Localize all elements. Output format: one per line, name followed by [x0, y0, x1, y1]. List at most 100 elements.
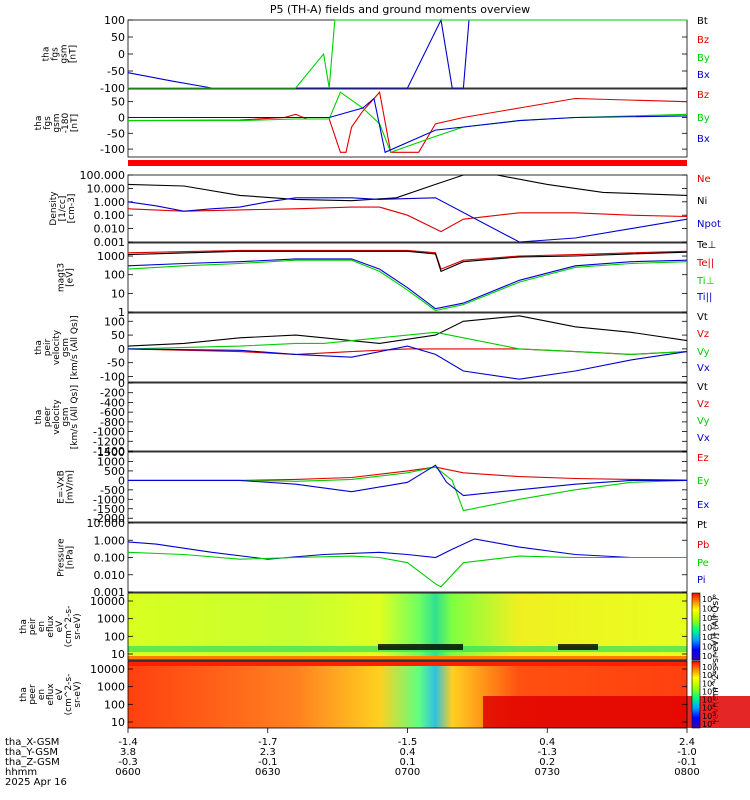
panel-frame: [127, 174, 688, 243]
x-tick-label-time: 0630: [255, 767, 280, 778]
x-tick-label-y: 2.3: [260, 747, 276, 758]
y-axis-label: (cm^2-s-: [64, 674, 74, 716]
colorbar-tick-label: 105: [702, 695, 716, 705]
legend-entry: Pe: [697, 558, 709, 569]
colorbar-tick-label: 106: [702, 613, 716, 623]
y-axis-label: sr-eV): [73, 613, 83, 639]
legend-entry: Bx: [697, 70, 710, 81]
panel-frame: [127, 592, 688, 661]
x-tick-label-z: -0.3: [118, 757, 138, 768]
y-tick-label: 0: [118, 111, 125, 124]
series-Te⊥-line: [127, 249, 688, 270]
y-axis-label: [km/s (All Qs)]: [70, 385, 80, 449]
legend-entry: Vt: [697, 382, 708, 393]
y-tick-label: -100: [100, 143, 125, 156]
panel-frame: [127, 242, 688, 313]
y-tick-label: 10000: [90, 595, 125, 608]
y-tick-label: -100: [100, 82, 125, 95]
spectrogram-band: [378, 644, 463, 650]
x-tick-label-y: -1.3: [537, 747, 557, 758]
series-Bx-line: [127, 18, 687, 89]
x-axis-row-label: tha_Y-GSM: [5, 747, 58, 758]
series-Vx-line: [127, 345, 688, 380]
series-Bx-line: [128, 97, 688, 154]
y-tick-label: -1200: [93, 435, 125, 448]
y-tick-label: 50: [111, 96, 125, 109]
colorbar-tick-label: 105: [702, 623, 716, 633]
legend-entry: By: [697, 113, 710, 124]
y-axis-label: sr-eV): [73, 681, 83, 707]
colorbar-tick-label: 108: [702, 594, 716, 604]
spectrogram-band: [128, 656, 687, 660]
y-tick-label: -500: [100, 484, 125, 497]
y-axis-label: [mV/m]: [66, 470, 76, 504]
legend-entry: Bt: [697, 16, 708, 27]
y-tick-label: -50: [107, 357, 125, 370]
colorbar-tick-label: 104: [702, 703, 716, 713]
y-tick-label: 1500: [97, 446, 125, 459]
legend-entry: Ti||: [696, 292, 712, 303]
y-tick-label: -800: [100, 416, 125, 429]
y-tick-label: -50: [107, 127, 125, 140]
colorbar: [691, 660, 701, 729]
y-axis-label: tha: [42, 47, 52, 62]
y-tick-label: 50: [111, 31, 125, 44]
y-tick-label: 1.000: [94, 196, 126, 209]
y-axis-label: peer: [28, 684, 38, 705]
legend-entry: Vt: [697, 312, 708, 323]
legend-entry: Vx: [697, 363, 710, 374]
y-axis-label: [nT]: [70, 114, 80, 132]
y-axis-label: Pressure: [57, 538, 67, 577]
x-tick-label-z: 0.1: [400, 757, 416, 768]
panel-frame: [127, 312, 688, 383]
y-tick-label: 100: [104, 315, 125, 328]
panel-frame: [127, 382, 688, 452]
y-axis-label: tha: [34, 116, 44, 131]
series-Vt-line: [127, 315, 688, 347]
y-axis-label: [km/s (All Qs)]: [70, 315, 80, 379]
y-axis-label: fgs: [43, 116, 53, 130]
x-axis-annotation: -1.43.8-0.30600-1.72.3-0.10630-1.50.40.1…: [5, 728, 700, 788]
y-axis-label: [nT]: [69, 45, 79, 63]
x-tick-label-time: 0800: [674, 767, 699, 778]
y-tick-label: 1000: [97, 681, 125, 694]
legend-entry: Vz: [697, 329, 709, 340]
spectrogram-band: [558, 644, 598, 650]
y-axis-label: eflux: [46, 683, 56, 706]
x-tick-label-z: -0.1: [677, 757, 697, 768]
x-axis-row-label: tha_Z-GSM: [5, 757, 60, 768]
y-axis-label: gsm: [61, 338, 71, 357]
legend-entry: Vy: [697, 347, 710, 358]
y-axis-label: gsm: [60, 44, 70, 63]
y-axis-label: gsm: [61, 407, 71, 426]
series-Te||-line: [127, 250, 688, 273]
y-axis-label: [nPa]: [66, 546, 76, 569]
legend-entry: Ex: [697, 500, 709, 511]
legend-entry: Bz: [697, 90, 709, 101]
y-tick-label: -400: [100, 396, 125, 409]
colorbar-tick-label: 108: [702, 670, 716, 680]
legend-entry: Ez: [697, 453, 709, 464]
y-tick-label: 100.000: [80, 169, 126, 182]
y-tick-label: 500: [104, 465, 125, 478]
x-tick-label-x: -1.4: [118, 737, 138, 748]
panel-frame: [127, 19, 688, 89]
legend-entry: Vx: [697, 433, 710, 444]
y-axis-label: (cm^2-s-: [64, 606, 74, 648]
legend-entry: Ti⊥: [696, 276, 714, 287]
x-tick-label-x: 2.4: [679, 737, 695, 748]
legend-entry: Pt: [697, 520, 707, 531]
x-axis-row-label: 2025 Apr 16: [5, 777, 67, 788]
colorbar-tick-label: 106: [702, 686, 716, 696]
y-tick-label: 10: [111, 648, 125, 661]
y-axis-label: peir: [43, 338, 53, 356]
series-Vy-line: [127, 331, 688, 355]
colorbar: [691, 592, 701, 661]
colorbar-tick-label: 102: [702, 651, 716, 661]
legend-entry: Npot: [697, 219, 721, 230]
colorbar-tick-label: 107: [702, 678, 716, 688]
y-tick-label: 1.000: [94, 534, 126, 547]
y-axis-label: eV: [55, 620, 65, 633]
colorbar-tick-label: 103: [702, 642, 716, 652]
